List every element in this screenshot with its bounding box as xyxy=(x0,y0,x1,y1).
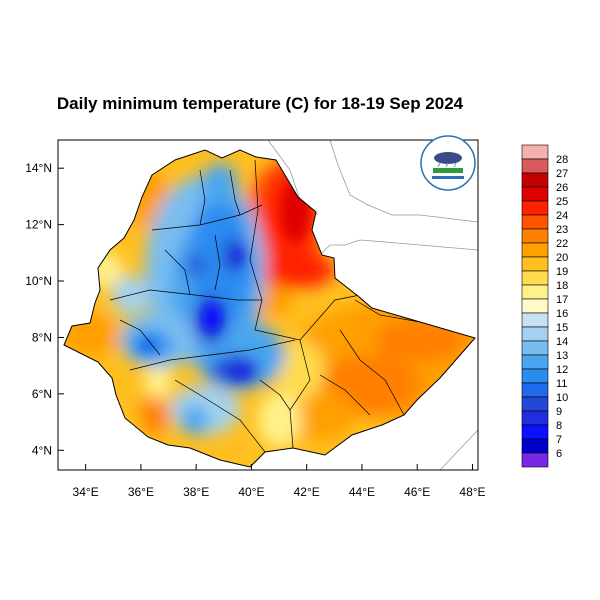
colorbar-label: 28 xyxy=(556,154,568,166)
colorbar-label: 15 xyxy=(556,322,568,334)
colorbar-label: 8 xyxy=(556,420,562,432)
colorbar-swatch xyxy=(521,382,549,398)
colorbar-swatch xyxy=(521,396,549,412)
colorbar-swatch xyxy=(521,270,549,286)
colorbar-swatch xyxy=(521,326,549,342)
colorbar-label: 20 xyxy=(556,252,568,264)
colorbar-swatch xyxy=(521,438,549,454)
y-tick-label: 12°N xyxy=(25,218,52,232)
map-axes: 34°E 36°E 38°E 40°E 42°E 44°E 46°E 48°E 14°N 12°N… xyxy=(25,161,485,499)
x-tick-label: 42°E xyxy=(294,485,320,499)
colorbar: 28 27 26 25 24 23 22 20 19 18 17 16 15 14 13 12 11 10 9 8 7 6 xyxy=(521,144,568,468)
colorbar-swatch xyxy=(521,340,549,356)
colorbar-label: 17 xyxy=(556,294,568,306)
colorbar-label: 23 xyxy=(556,224,568,236)
colorbar-swatch xyxy=(521,186,549,202)
colorbar-label: 26 xyxy=(556,182,568,194)
ethiopia-meteorology-institute-logo-icon xyxy=(420,135,476,191)
y-tick-label: 10°N xyxy=(25,274,52,288)
y-tick-label: 14°N xyxy=(25,161,52,175)
colorbar-swatch xyxy=(521,354,549,370)
colorbar-swatch xyxy=(521,200,549,216)
colorbar-swatch xyxy=(521,256,549,272)
x-tick-label: 44°E xyxy=(349,485,375,499)
colorbar-label: 12 xyxy=(556,364,568,376)
y-tick-label: 6°N xyxy=(32,387,52,401)
colorbar-swatch xyxy=(521,144,549,160)
colorbar-label: 24 xyxy=(556,210,568,222)
colorbar-label: 9 xyxy=(556,406,562,418)
admin-borders xyxy=(109,159,421,453)
colorbar-label: 22 xyxy=(556,238,568,250)
colorbar-label: 6 xyxy=(556,448,562,460)
colorbar-swatch xyxy=(521,298,549,314)
x-tick-label: 40°E xyxy=(238,485,264,499)
colorbar-label: 13 xyxy=(556,350,568,362)
colorbar-swatch xyxy=(521,228,549,244)
colorbar-label: 11 xyxy=(556,378,567,390)
colorbar-swatch xyxy=(521,284,549,300)
colorbar-swatch xyxy=(521,410,549,426)
colorbar-swatch xyxy=(521,368,549,384)
x-tick-label: 48°E xyxy=(459,485,485,499)
colorbar-swatch xyxy=(521,452,549,468)
ethiopia-outline xyxy=(63,149,476,468)
x-tick-label: 38°E xyxy=(183,485,209,499)
colorbar-label: 18 xyxy=(556,280,568,292)
y-tick-label: 8°N xyxy=(32,330,52,344)
colorbar-swatch xyxy=(521,214,549,230)
y-tick-label: 4°N xyxy=(32,443,52,457)
colorbar-swatch xyxy=(521,312,549,328)
colorbar-label: 16 xyxy=(556,308,568,320)
colorbar-label: 7 xyxy=(556,434,562,446)
colorbar-label: 10 xyxy=(556,392,568,404)
colorbar-label: 19 xyxy=(556,266,568,278)
colorbar-label: 14 xyxy=(556,336,568,348)
map-title: Daily minimum temperature (C) for 18-19 … xyxy=(56,94,464,113)
colorbar-swatch xyxy=(521,242,549,258)
x-tick-label: 34°E xyxy=(73,485,99,499)
colorbar-swatch xyxy=(521,158,549,174)
colorbar-swatch xyxy=(521,172,549,188)
x-tick-label: 36°E xyxy=(128,485,154,499)
colorbar-swatch xyxy=(521,424,549,440)
x-tick-label: 46°E xyxy=(404,485,430,499)
colorbar-label: 27 xyxy=(556,168,568,180)
colorbar-label: 25 xyxy=(556,196,568,208)
